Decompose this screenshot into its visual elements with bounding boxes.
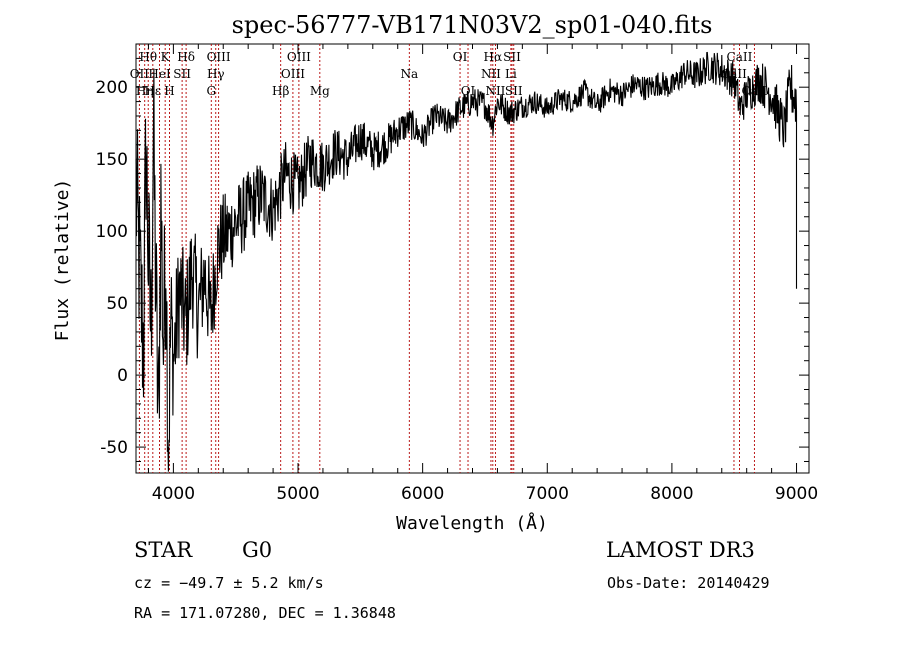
spectral-line-label: SII [173, 67, 191, 81]
spectral-line-label: OI [453, 50, 468, 64]
spectral-line-label: CaII [727, 50, 753, 64]
spectral-line-label: HeI [148, 67, 171, 81]
object-class: STAR [134, 538, 193, 562]
y-tick-label: -50 [100, 438, 128, 458]
spectral-line-label: Hβ [272, 84, 289, 98]
spectral-line-label: Li [505, 67, 517, 81]
x-tick-label: 6000 [401, 484, 444, 504]
survey-name: LAMOST DR3 [606, 538, 755, 562]
y-tick-label: 50 [106, 294, 128, 314]
y-tick-label: 0 [117, 366, 128, 386]
chart-title: spec-56777-VB171N03V2_sp01-040.fits [232, 11, 713, 39]
spectral-line-label: Hγ [207, 67, 225, 81]
x-axis-label: Wavelength (Å) [396, 512, 548, 534]
y-axis-label: Flux (relative) [52, 179, 73, 342]
spectral-line-label: NII [481, 67, 501, 81]
spectrum-series-line [135, 51, 798, 472]
y-tick-label: 100 [96, 222, 128, 242]
spectral-line-label: Hε [144, 84, 161, 98]
axes-ticks: 4000 5000 6000 7000 8000 9000 -50 0 50 100 150 200 [96, 44, 818, 504]
spectrum-chart: spec-56777-VB171N03V2_sp01-040.fits Hθ OI… [52, 11, 818, 534]
spectral-line-label: Hδ [177, 50, 195, 64]
spectral-line-label: Hθ [139, 50, 157, 64]
spectral-subclass: G0 [242, 538, 273, 562]
x-tick-label: 7000 [526, 484, 569, 504]
spectral-line-label: K [161, 50, 171, 64]
spectral-line-label: SII [505, 84, 523, 98]
spectral-line-label: H [164, 84, 174, 98]
x-tick-label: 4000 [152, 484, 195, 504]
spectral-line-label: SII [503, 50, 521, 64]
spectral-line-label: OIII [281, 67, 305, 81]
y-tick-label: 150 [96, 150, 128, 170]
spectral-line-label: Mg [310, 84, 330, 98]
spectral-line-label: Hα [484, 50, 503, 64]
y-tick-label: 200 [96, 78, 128, 98]
x-tick-label: 8000 [650, 484, 693, 504]
spectral-line-label: G [206, 84, 216, 98]
x-tick-label: 9000 [775, 484, 818, 504]
spectral-line-label: OIII [207, 50, 231, 64]
observation-date: Obs-Date: 20140429 [607, 574, 770, 592]
spectral-line-label: Na [400, 67, 418, 81]
plot-frame [135, 43, 810, 474]
spectral-line-label: Hη [136, 84, 154, 98]
spectral-line-label: OIII [287, 50, 311, 64]
coordinates: RA = 171.07280, DEC = 1.36848 [134, 604, 396, 622]
x-tick-label: 5000 [276, 484, 319, 504]
spectral-line-label: OII [130, 67, 150, 81]
redshift-velocity: cz = −49.7 ± 5.2 km/s [134, 574, 324, 592]
